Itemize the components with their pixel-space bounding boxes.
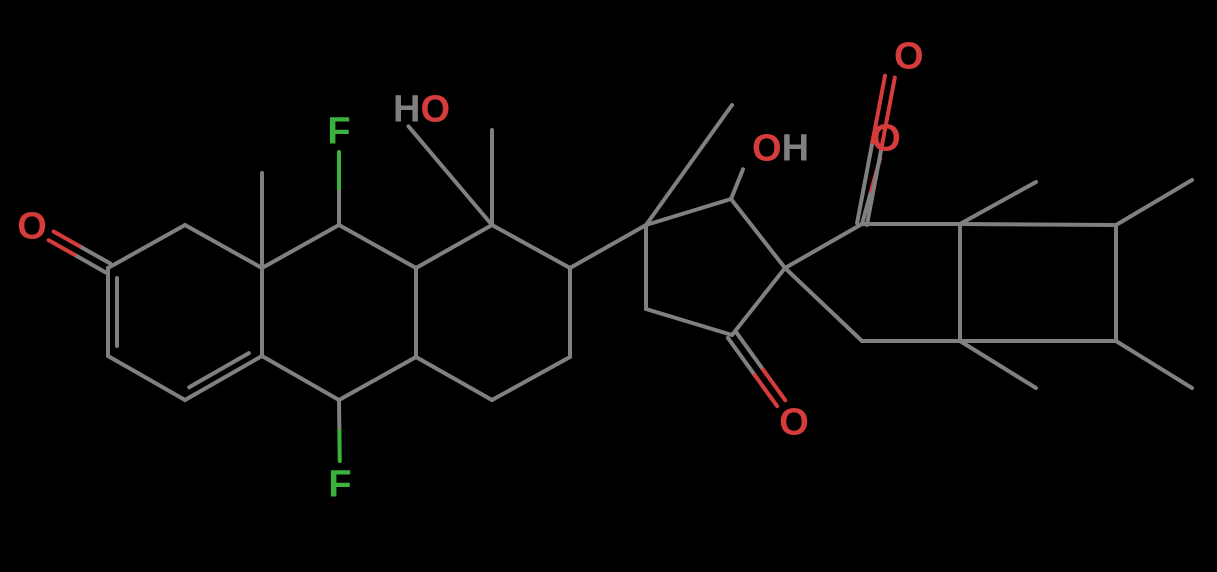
O-label: O [871, 117, 901, 159]
O_H-label: OH [752, 127, 809, 169]
O-label: O [17, 205, 47, 247]
O-label: O [779, 401, 809, 443]
F-label: F [327, 110, 350, 152]
O_H-label: HO [393, 88, 450, 130]
F-label: F [328, 463, 351, 505]
O-label: O [894, 35, 924, 77]
molecule-diagram: OFFOHHOOOO [0, 0, 1217, 572]
